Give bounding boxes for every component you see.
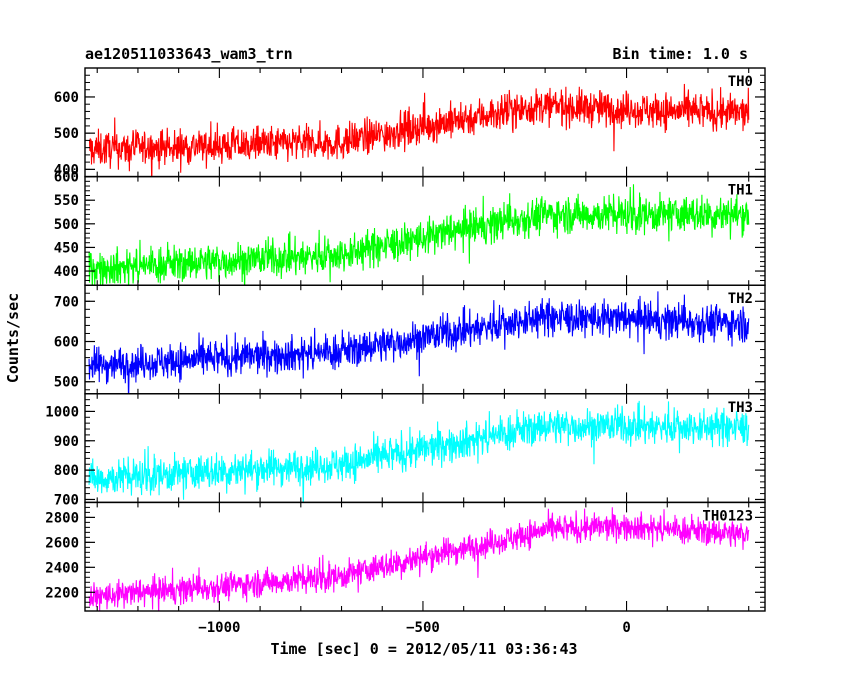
series-th2-line <box>88 291 750 394</box>
panel-frame <box>84 501 766 612</box>
y-tick-label: 400 <box>54 162 79 178</box>
y-tick-label: 2400 <box>45 560 79 576</box>
series-th3-line <box>88 400 750 503</box>
panel-frame <box>84 175 766 286</box>
panel-th1: 400 450 500 550 600 TH1 <box>54 170 766 286</box>
y-tick-label: 2600 <box>45 535 79 551</box>
panel-th0: 400 500 600 TH0 <box>54 67 766 178</box>
y-tick-label: 700 <box>54 294 79 310</box>
y-tick-label: 500 <box>54 126 79 142</box>
y-tick-label: 1000 <box>45 404 79 420</box>
panel-stack: 400 500 600 TH0 400 450 500 550 600 TH1 500 600 700 T… <box>45 67 766 636</box>
panel-label-th2: TH2 <box>728 291 753 307</box>
y-tick-label: 600 <box>54 170 79 186</box>
y-tick-label: 550 <box>54 193 79 209</box>
y-tick-label: 800 <box>54 463 79 479</box>
y-tick-label: 400 <box>54 264 79 280</box>
y-tick-label: 450 <box>54 240 79 256</box>
chart-title: ae120511033643_wam3_trn <box>85 45 293 63</box>
x-tick-label: −500 <box>406 620 440 636</box>
panel-label-th0: TH0 <box>728 74 753 90</box>
x-tick-label: −1000 <box>198 620 240 636</box>
y-tick-label: 600 <box>54 335 79 351</box>
panel-label-th0123: TH0123 <box>702 508 753 524</box>
series-th0123-line <box>88 507 750 611</box>
panel-th2: 500 600 700 TH2 <box>54 284 766 395</box>
y-axis-label: Counts/sec <box>4 293 22 383</box>
panel-th3: 700 800 900 1000 TH3 <box>45 393 766 508</box>
panel-label-th3: TH3 <box>728 400 753 416</box>
x-tick-label: 0 <box>622 620 630 636</box>
bin-time-label: Bin time: 1.0 s <box>613 45 748 63</box>
y-tick-label: 2800 <box>45 510 79 526</box>
y-tick-label: 2200 <box>45 585 79 601</box>
series-th0-line <box>88 83 750 177</box>
panel-label-th1: TH1 <box>728 183 753 199</box>
x-axis-label: Time [sec] 0 = 2012/05/11 03:36:43 <box>270 640 577 658</box>
y-tick-label: 500 <box>54 217 79 233</box>
y-tick-label: 600 <box>54 90 79 106</box>
y-tick-label: 500 <box>54 375 79 391</box>
series-th1-line <box>88 184 750 286</box>
y-tick-label: 700 <box>54 492 79 508</box>
y-tick-label: 900 <box>54 434 79 450</box>
panel-th0123: 2200 2400 2600 2800 TH0123 <box>45 501 766 612</box>
